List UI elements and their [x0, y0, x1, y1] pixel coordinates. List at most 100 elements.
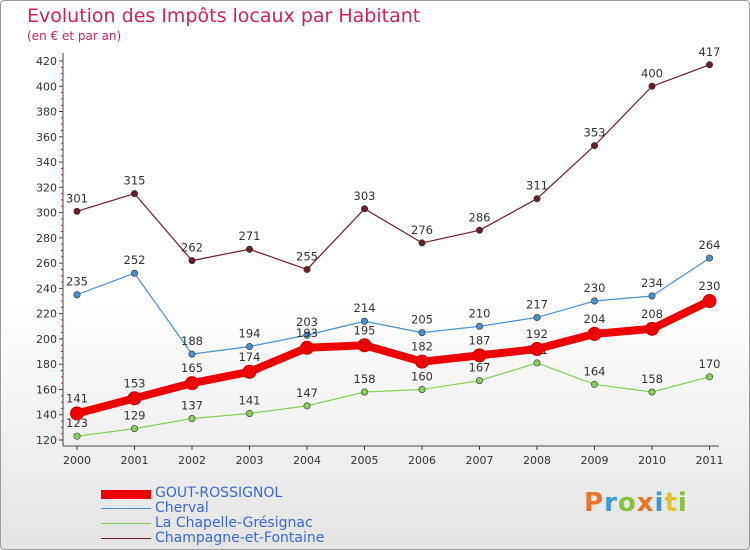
x-tick-label: 2009: [581, 454, 609, 467]
data-point: [127, 391, 142, 406]
data-point: [590, 380, 598, 388]
chart-subtitle: (en € et par an): [27, 29, 122, 43]
legend-swatch: [101, 508, 151, 509]
y-tick-label: 120: [36, 434, 57, 447]
data-label: 164: [584, 364, 606, 378]
series-line-1: [76, 257, 710, 355]
x-tick-label: 2004: [293, 454, 321, 467]
data-label: 230: [699, 279, 721, 293]
data-label: 167: [469, 361, 491, 375]
data-label: 193: [296, 326, 318, 340]
logo-letter: o: [617, 488, 637, 518]
data-point: [246, 245, 254, 253]
data-point: [185, 376, 199, 391]
logo-letter: i: [677, 488, 688, 518]
data-point: [73, 207, 81, 215]
data-label: 286: [469, 210, 491, 224]
data-label: 194: [239, 327, 261, 341]
data-point: [648, 388, 656, 396]
legend-swatch: [101, 538, 151, 539]
y-tick-label: 420: [36, 55, 57, 68]
data-point: [131, 269, 139, 277]
data-point: [702, 294, 717, 309]
data-label: 214: [354, 301, 376, 315]
data-point: [188, 257, 196, 265]
y-tick-label: 300: [36, 207, 57, 220]
data-point: [418, 385, 426, 393]
series-line-3: [75, 297, 712, 418]
data-point: [475, 377, 483, 385]
data-label: 252: [124, 253, 146, 267]
data-label: 264: [699, 238, 721, 252]
data-label: 147: [296, 386, 318, 400]
data-point: [246, 343, 254, 351]
data-point: [475, 322, 483, 330]
series-line-0: [76, 64, 710, 271]
x-tick-label: 2006: [408, 454, 436, 467]
x-tick-label: 2007: [466, 454, 494, 467]
data-label: 271: [239, 229, 261, 243]
data-point: [705, 254, 713, 262]
data-label: 311: [526, 179, 548, 193]
data-point: [360, 388, 368, 396]
data-point: [131, 425, 139, 433]
x-tick-label: 2003: [236, 454, 264, 467]
data-label: 301: [66, 191, 88, 205]
legend-swatch: [101, 523, 151, 524]
data-label: 235: [66, 275, 88, 289]
data-label: 303: [354, 189, 376, 203]
data-label: 230: [584, 281, 606, 295]
data-point: [648, 292, 656, 300]
data-label: 129: [124, 409, 146, 423]
data-label: 170: [699, 357, 721, 371]
data-point: [188, 415, 196, 423]
data-label: 160: [411, 369, 433, 383]
y-tick-label: 340: [36, 156, 57, 169]
logo-letter: i: [654, 488, 665, 518]
x-tick-label: 2002: [178, 454, 206, 467]
legend-swatch: [101, 490, 151, 499]
y-tick-label: 280: [36, 232, 57, 245]
data-label: 353: [584, 126, 606, 140]
data-label: 400: [641, 66, 663, 80]
data-point: [590, 142, 598, 150]
data-point: [587, 326, 602, 341]
data-point: [357, 338, 372, 353]
data-point: [533, 313, 541, 321]
data-label: 417: [699, 45, 721, 59]
data-label: 158: [641, 372, 663, 386]
data-label: 315: [124, 174, 146, 188]
data-label: 208: [641, 307, 663, 321]
y-tick-label: 180: [36, 358, 57, 371]
y-tick-label: 400: [36, 80, 57, 93]
data-label: 182: [411, 340, 433, 354]
data-point: [533, 359, 541, 367]
y-tick-label: 200: [36, 333, 57, 346]
data-point: [418, 239, 426, 247]
y-tick-label: 220: [36, 308, 57, 321]
data-point: [131, 190, 139, 198]
x-tick-label: 2010: [638, 454, 666, 467]
data-label: 192: [526, 327, 548, 341]
data-point: [418, 329, 426, 337]
data-label: 234: [641, 276, 663, 290]
data-label: 217: [526, 297, 548, 311]
data-label: 276: [411, 223, 433, 237]
legend-label: Cherval: [155, 500, 209, 516]
data-point: [303, 402, 311, 410]
y-tick-label: 160: [36, 383, 57, 396]
logo-letter: t: [664, 488, 678, 518]
data-point: [472, 348, 487, 363]
data-label: 203: [296, 315, 318, 329]
data-label: 204: [584, 312, 606, 326]
data-point: [475, 226, 483, 234]
data-label: 174: [239, 350, 261, 364]
x-tick-label: 2005: [351, 454, 379, 467]
data-point: [648, 82, 656, 90]
data-point: [70, 406, 84, 421]
data-label: 153: [124, 376, 146, 390]
data-point: [242, 364, 257, 379]
chart-title: Evolution des Impôts locaux par Habitant: [27, 5, 421, 27]
data-point: [530, 342, 544, 357]
